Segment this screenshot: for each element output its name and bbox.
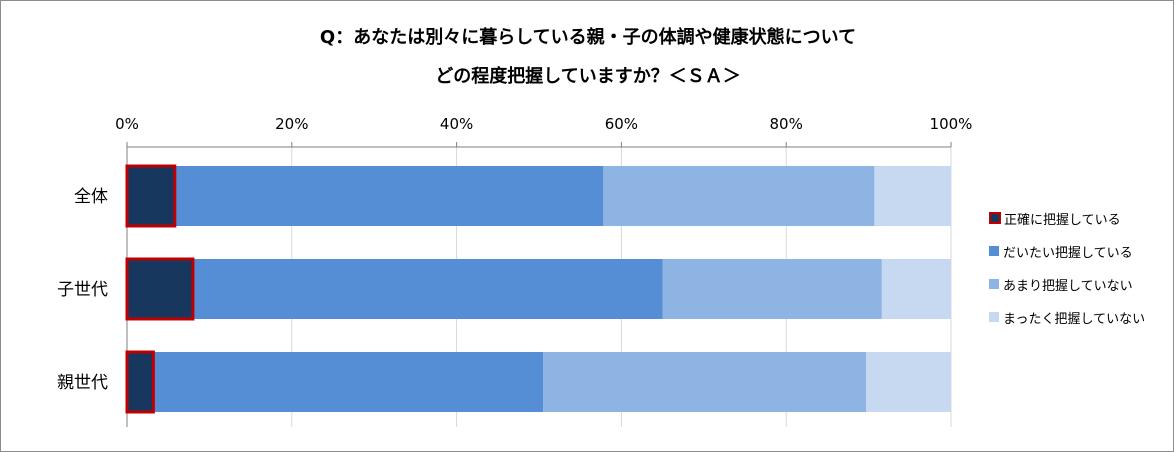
bar-segment xyxy=(662,259,882,319)
bar-segment xyxy=(192,259,663,319)
legend-label: あまり把握していない xyxy=(1003,278,1133,294)
category-label: 親世代 xyxy=(57,373,108,393)
x-tick-label: 40% xyxy=(440,115,473,133)
legend-label: だいたい把握している xyxy=(1003,245,1133,261)
legend-item: だいたい把握している xyxy=(989,241,1133,261)
bars xyxy=(125,164,951,414)
bar-segment xyxy=(866,352,951,412)
bar-segment xyxy=(125,350,155,414)
legend-swatch xyxy=(989,312,999,322)
bar-segment xyxy=(874,166,951,226)
x-tick-label: 0% xyxy=(115,115,139,133)
bar-segment xyxy=(543,352,867,412)
legend-item: まったく把握していない xyxy=(989,307,1145,327)
bar-segment xyxy=(881,259,951,319)
bar-segment xyxy=(125,257,195,321)
category-label: 子世代 xyxy=(57,280,108,300)
x-tick-label: 100% xyxy=(930,115,973,133)
legend-swatch xyxy=(989,246,999,256)
legend-item: 正確に把握している xyxy=(989,208,1121,228)
legend-label: まったく把握していない xyxy=(1003,311,1146,327)
bar-segment xyxy=(603,166,875,226)
x-tick-label: 80% xyxy=(770,115,803,133)
bar-segment xyxy=(174,166,604,226)
chart-title-line1: Q：あなたは別々に暮らしている親・子の体調や健康状態について xyxy=(319,27,857,48)
x-tick-label: 60% xyxy=(605,115,638,133)
bar-segment xyxy=(153,352,544,412)
bar-segment xyxy=(125,164,177,228)
x-tick-label: 20% xyxy=(275,115,308,133)
legend-label: 正確に把握している xyxy=(1004,212,1121,228)
legend-swatch xyxy=(989,279,999,289)
legend-item: あまり把握していない xyxy=(989,274,1133,294)
x-axis-ticks: 0% 20% 40% 60% 80% 100% xyxy=(115,115,972,133)
chart-title-line2: どの程度把握していますか？＜ＳＡ＞ xyxy=(435,66,741,87)
category-label: 全体 xyxy=(74,187,108,207)
legend-swatch xyxy=(989,212,1001,224)
